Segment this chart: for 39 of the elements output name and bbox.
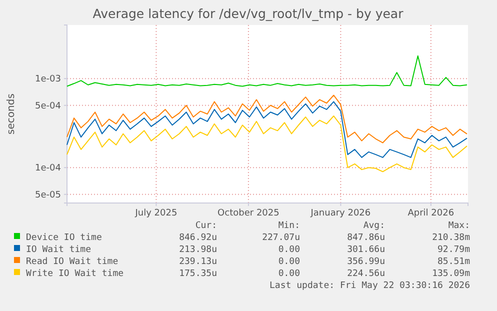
text: 301.66u: [347, 245, 385, 255]
y-tick-label: 1e-04: [35, 163, 62, 174]
text: 85.51m: [437, 257, 470, 267]
text: 239.13u: [179, 257, 217, 267]
text: Min:: [278, 221, 300, 231]
chart-title: Average latency for /dev/vg_root/lv_tmp - by year: [92, 6, 404, 21]
text: 227.07u: [262, 233, 300, 243]
x-tick-label: October 2025: [218, 208, 280, 218]
text: Avg:: [363, 221, 385, 231]
x-tick-label: January 2026: [310, 208, 371, 218]
text: 224.56u: [347, 269, 385, 279]
line-series: [66, 94, 468, 144]
text: 175.35u: [179, 269, 217, 279]
line-series: [66, 115, 468, 172]
text: 210.38m: [432, 233, 470, 243]
text: 0.00: [278, 269, 300, 279]
text: 92.79m: [437, 245, 470, 255]
text: 846.92u: [179, 233, 217, 243]
x-tick-label: April 2026: [408, 208, 454, 218]
text: 0.00: [278, 257, 300, 267]
x-tick-label: July 2025: [134, 208, 178, 218]
line-series: [66, 55, 468, 87]
y-axis-title: seconds: [6, 94, 17, 134]
legend-label: IO Wait time: [26, 245, 92, 255]
text: 213.98u: [179, 245, 217, 255]
text: 356.99u: [347, 257, 385, 267]
y-tick-label: 1e-03: [35, 74, 61, 84]
legend-label: Read IO Wait time: [26, 257, 118, 267]
text: 0.00: [278, 245, 300, 255]
text: Max:: [448, 221, 470, 231]
legend-label: Write IO Wait time: [26, 269, 124, 279]
legend-label: Device IO time: [26, 233, 102, 243]
y-tick-label: 5e-05: [35, 190, 61, 200]
line-series: [66, 101, 468, 158]
text: 135.09m: [432, 269, 470, 279]
y-tick-label: 5e-04: [35, 101, 62, 112]
text: Cur:: [195, 221, 217, 231]
text: 847.86u: [347, 233, 385, 243]
text: Last update: Fri May 22 03:30:16 2026: [270, 281, 470, 291]
